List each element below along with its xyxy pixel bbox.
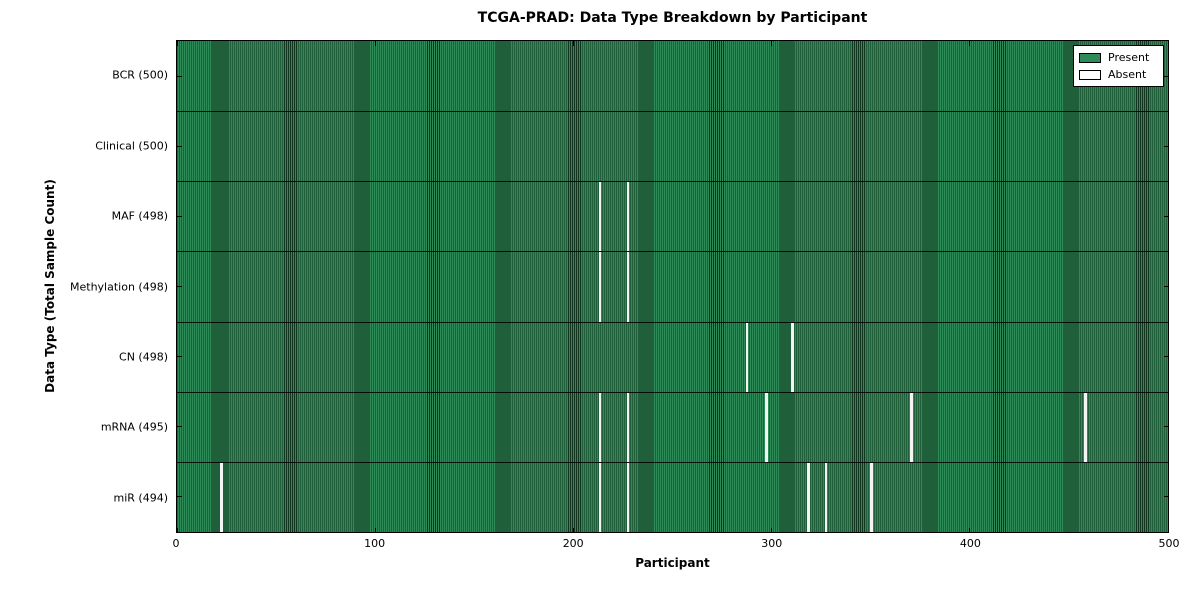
y-tick-label-maf: MAF (498)	[111, 209, 168, 223]
x-tick-label-300: 300	[761, 537, 783, 550]
rows-container	[177, 41, 1168, 532]
absent-mark-mir-22	[220, 462, 223, 532]
legend: Present Absent	[1073, 45, 1164, 87]
absent-mark-mrna-370	[910, 392, 913, 462]
row-bcr	[177, 41, 1168, 112]
y-tick-label-mrna: mRNA (495)	[100, 420, 168, 434]
absent-mark-mrna-227	[626, 392, 630, 462]
absent-mark-methylation-227	[626, 252, 630, 322]
row-methylation	[177, 251, 1168, 322]
absent-mark-mir-318	[806, 462, 810, 532]
legend-label-present: Present	[1108, 51, 1150, 64]
legend-label-absent: Absent	[1108, 68, 1147, 81]
absent-mark-maf-227	[626, 182, 630, 252]
absent-mark-mir-350	[870, 462, 873, 532]
absent-mark-mir-227	[626, 462, 630, 532]
plot-area	[176, 40, 1169, 533]
y-tick-labels: BCR (500) Clinical (500) MAF (498) Methylat…	[0, 40, 168, 533]
row-clinical	[177, 111, 1168, 182]
x-tick-label-200: 200	[562, 537, 584, 550]
x-axis-title: Participant	[635, 556, 710, 570]
absent-mark-mrna-297	[765, 392, 768, 462]
x-tick-label-500: 500	[1158, 537, 1180, 550]
x-tick-label-400: 400	[959, 537, 981, 550]
row-mrna	[177, 391, 1168, 462]
y-tick-label-mir: miR (494)	[113, 491, 169, 505]
absent-mark-mir-327	[824, 462, 828, 532]
absent-mark-mir-213	[598, 462, 602, 532]
absent-mark-methylation-213	[598, 252, 602, 322]
x-tick-label-100: 100	[364, 537, 386, 550]
chart-title: TCGA-PRAD: Data Type Breakdown by Partic…	[477, 10, 868, 26]
absent-mark-maf-213	[598, 182, 602, 252]
row-cn	[177, 321, 1168, 392]
y-tick-label-methylation: Methylation (498)	[70, 280, 168, 293]
present-swatch-icon	[1079, 52, 1101, 63]
absent-mark-cn-287	[745, 322, 749, 392]
y-tick-label-cn: CN (498)	[119, 350, 168, 364]
absent-mark-mrna-458	[1084, 392, 1088, 462]
x-tick-label-0: 0	[172, 537, 180, 550]
row-maf	[177, 181, 1168, 252]
y-tick-label-clinical: Clinical (500)	[95, 139, 168, 153]
legend-item-absent: Absent	[1079, 66, 1158, 83]
absent-swatch-icon	[1079, 69, 1101, 80]
y-tick-label-bcr: BCR (500)	[112, 68, 168, 82]
absent-mark-cn-310	[791, 322, 794, 392]
row-mir	[177, 461, 1168, 532]
legend-item-present: Present	[1079, 49, 1158, 66]
absent-mark-mrna-213	[598, 392, 602, 462]
x-tick-labels: 0 100 200 300 400 500	[173, 537, 1180, 551]
